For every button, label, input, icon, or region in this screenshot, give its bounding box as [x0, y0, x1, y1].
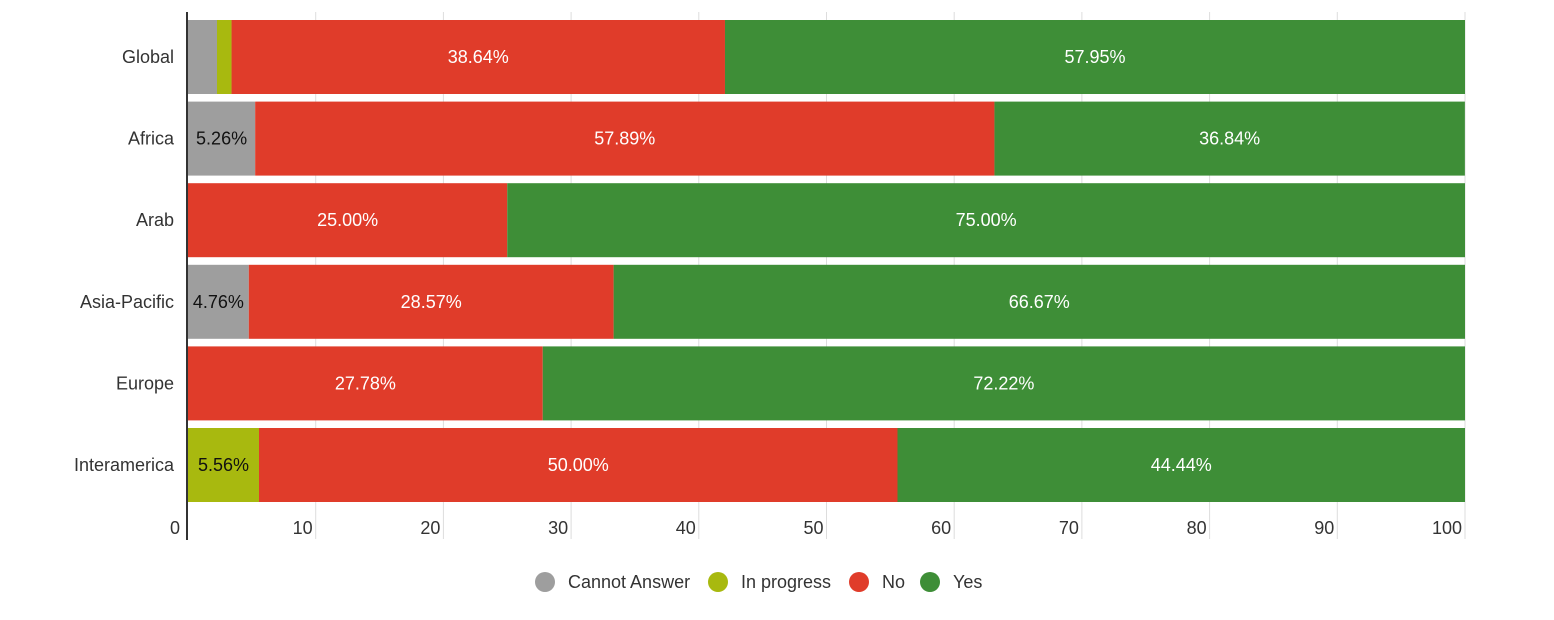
data-label-africa-yes: 36.84% [1199, 129, 1260, 149]
x-tick-label: 100 [1432, 518, 1462, 538]
x-tick-label: 40 [676, 518, 696, 538]
data-label-europe-yes: 72.22% [973, 373, 1034, 393]
bar-asia-pacific-no[interactable] [248, 264, 614, 339]
category-label-asia-pacific: Asia-Pacific [80, 292, 174, 312]
data-label-africa-no: 57.89% [594, 129, 655, 149]
category-labels: Global Africa Arab Asia-Pacific Europe Intera… [74, 47, 175, 475]
category-label-africa: Africa [128, 129, 175, 149]
category-label-interamerica: Interamerica [74, 455, 175, 475]
data-label-asia-pacific-no: 28.57% [401, 292, 462, 312]
x-tick-label: 90 [1314, 518, 1334, 538]
data-label-interamerica-in-progress: 5.56% [198, 455, 249, 475]
bar-global-yes[interactable] [724, 20, 1465, 94]
legend-label-in-progress: In progress [741, 572, 831, 592]
bar-global-in-progress[interactable] [216, 20, 232, 94]
data-label-global-yes: 57.95% [1064, 47, 1125, 67]
legend-label-no: No [882, 572, 905, 592]
data-label-interamerica-yes: 44.44% [1151, 455, 1212, 475]
bar-africa-no[interactable] [255, 101, 995, 176]
data-label-interamerica-no: 50.00% [548, 455, 609, 475]
bar-africa-yes[interactable] [994, 101, 1465, 176]
data-label-arab-no: 25.00% [317, 210, 378, 230]
x-tick-label: 60 [931, 518, 951, 538]
legend-swatch-cannot-answer [535, 572, 555, 592]
x-tick-label: 80 [1187, 518, 1207, 538]
bar-arab-yes[interactable] [507, 183, 1465, 258]
x-tick-label: 20 [420, 518, 440, 538]
bar-interamerica-yes[interactable] [897, 428, 1465, 502]
data-label-asia-pacific-cannot-answer: 4.76% [193, 292, 244, 312]
x-tick-label: 50 [803, 518, 823, 538]
bars [188, 20, 1465, 502]
x-tick-labels: 0 10 20 30 40 50 60 70 80 90 100 [170, 518, 1462, 538]
legend-swatch-in-progress [708, 572, 728, 592]
bar-interamerica-in-progress[interactable] [188, 428, 260, 502]
bar-labels: 38.64% 57.95% 5.26% 57.89% 36.84% 25.00% 75.00… [193, 47, 1260, 475]
data-label-africa-cannot-answer: 5.26% [196, 129, 247, 149]
bar-asia-pacific-cannot-answer[interactable] [188, 264, 249, 339]
x-tick-label: 10 [293, 518, 313, 538]
bar-global-cannot-answer[interactable] [188, 20, 217, 94]
legend-label-yes: Yes [953, 572, 982, 592]
category-label-europe: Europe [116, 373, 174, 393]
bar-europe-yes[interactable] [542, 346, 1465, 421]
data-label-asia-pacific-yes: 66.67% [1009, 292, 1070, 312]
x-tick-label: 30 [548, 518, 568, 538]
category-label-arab: Arab [136, 210, 174, 230]
legend-swatch-no [849, 572, 869, 592]
legend-item-no[interactable]: No [849, 572, 905, 592]
legend-item-cannot-answer[interactable]: Cannot Answer [535, 572, 690, 592]
data-label-global-no: 38.64% [448, 47, 509, 67]
legend-label-cannot-answer: Cannot Answer [568, 572, 690, 592]
data-label-arab-yes: 75.00% [956, 210, 1017, 230]
legend-item-in-progress[interactable]: In progress [708, 572, 831, 592]
bar-asia-pacific-yes[interactable] [613, 264, 1465, 339]
bar-arab-no[interactable] [188, 183, 508, 258]
bar-global-no[interactable] [231, 20, 725, 94]
legend-item-yes[interactable]: Yes [920, 572, 982, 592]
bar-interamerica-no[interactable] [259, 428, 898, 502]
category-label-global: Global [122, 47, 174, 67]
bar-africa-cannot-answer[interactable] [188, 101, 256, 176]
data-label-europe-no: 27.78% [335, 373, 396, 393]
x-tick-label: 0 [170, 518, 180, 538]
bar-europe-no[interactable] [188, 346, 543, 421]
legend-swatch-yes [920, 572, 940, 592]
x-tick-label: 70 [1059, 518, 1079, 538]
legend[interactable]: Cannot Answer In progress No Yes [535, 572, 982, 592]
